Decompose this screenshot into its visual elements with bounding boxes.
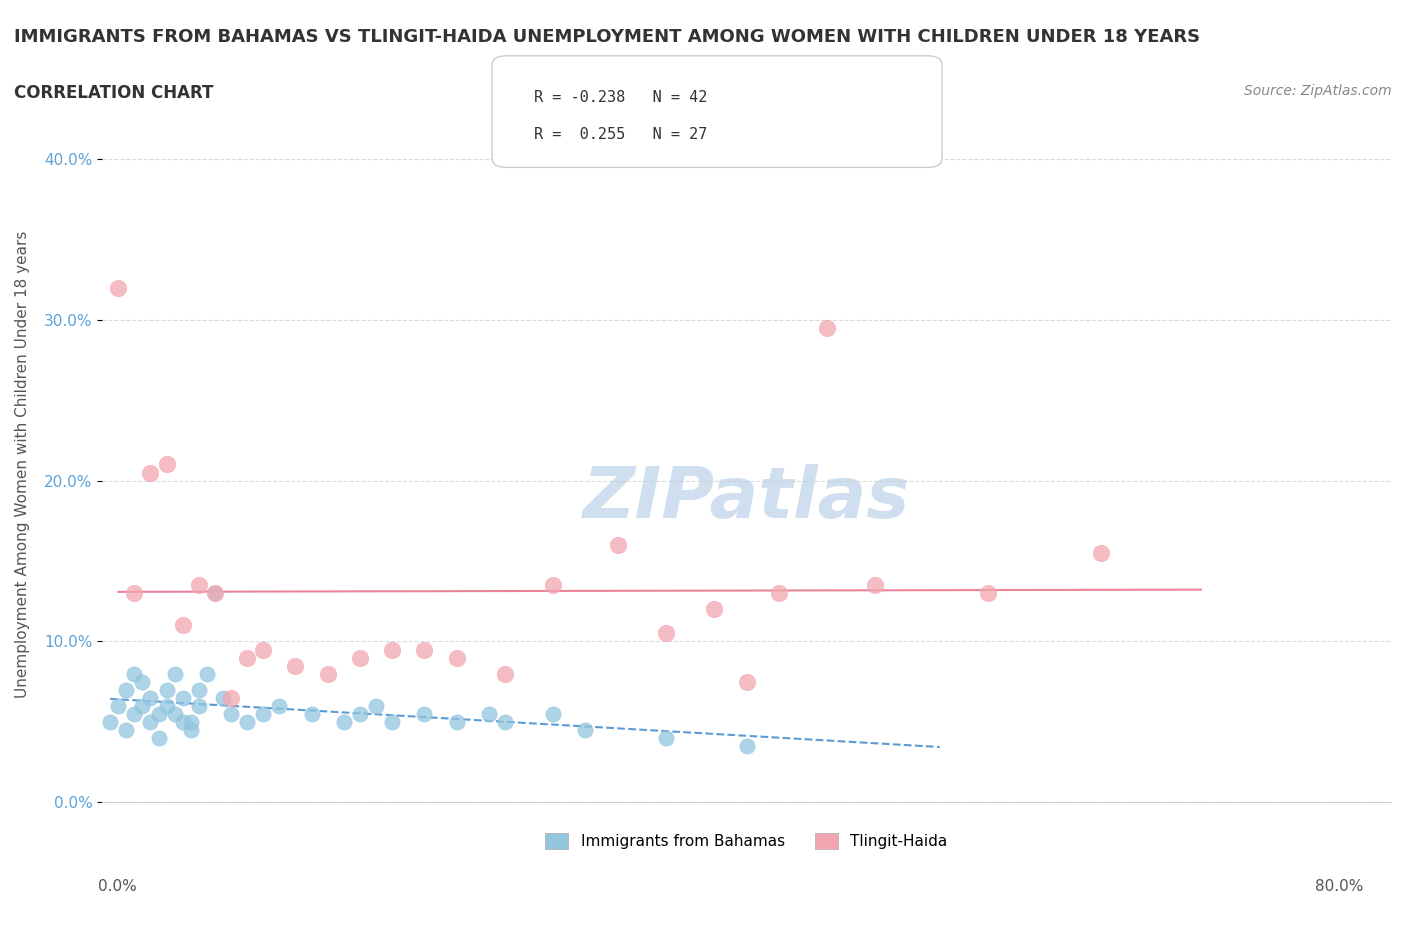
Immigrants from Bahamas — [541, 707, 564, 722]
Immigrants from Bahamas — [155, 683, 177, 698]
Immigrants from Bahamas — [180, 723, 202, 737]
Text: R = -0.238   N = 42: R = -0.238 N = 42 — [534, 90, 707, 105]
Immigrants from Bahamas — [148, 731, 170, 746]
Immigrants from Bahamas — [413, 707, 436, 722]
Immigrants from Bahamas — [364, 698, 387, 713]
Immigrants from Bahamas — [478, 707, 501, 722]
Immigrants from Bahamas — [163, 707, 186, 722]
Tlingit-Haida — [349, 650, 371, 665]
Immigrants from Bahamas — [574, 723, 596, 737]
Immigrants from Bahamas — [349, 707, 371, 722]
Immigrants from Bahamas — [381, 714, 404, 729]
Tlingit-Haida — [107, 280, 129, 295]
Tlingit-Haida — [155, 457, 177, 472]
Tlingit-Haida — [541, 578, 564, 592]
Immigrants from Bahamas — [115, 683, 138, 698]
Text: 80.0%: 80.0% — [1316, 879, 1364, 894]
Tlingit-Haida — [284, 658, 307, 673]
Immigrants from Bahamas — [269, 698, 291, 713]
Tlingit-Haida — [139, 465, 162, 480]
Tlingit-Haida — [172, 618, 194, 632]
Immigrants from Bahamas — [172, 690, 194, 705]
Immigrants from Bahamas — [139, 714, 162, 729]
Text: IMMIGRANTS FROM BAHAMAS VS TLINGIT-HAIDA UNEMPLOYMENT AMONG WOMEN WITH CHILDREN : IMMIGRANTS FROM BAHAMAS VS TLINGIT-HAIDA… — [14, 28, 1201, 46]
Tlingit-Haida — [977, 586, 1000, 601]
Immigrants from Bahamas — [301, 707, 323, 722]
Immigrants from Bahamas — [212, 690, 235, 705]
Immigrants from Bahamas — [163, 666, 186, 681]
Immigrants from Bahamas — [107, 698, 129, 713]
Tlingit-Haida — [703, 602, 725, 617]
Tlingit-Haida — [768, 586, 790, 601]
Tlingit-Haida — [236, 650, 259, 665]
Immigrants from Bahamas — [446, 714, 468, 729]
Immigrants from Bahamas — [195, 666, 218, 681]
Tlingit-Haida — [316, 666, 339, 681]
Immigrants from Bahamas — [98, 714, 121, 729]
Immigrants from Bahamas — [131, 674, 153, 689]
Tlingit-Haida — [655, 626, 678, 641]
Text: CORRELATION CHART: CORRELATION CHART — [14, 84, 214, 101]
Immigrants from Bahamas — [252, 707, 274, 722]
Tlingit-Haida — [204, 586, 226, 601]
Immigrants from Bahamas — [735, 738, 758, 753]
Immigrants from Bahamas — [115, 723, 138, 737]
Immigrants from Bahamas — [180, 714, 202, 729]
Immigrants from Bahamas — [155, 698, 177, 713]
Tlingit-Haida — [494, 666, 516, 681]
Immigrants from Bahamas — [187, 683, 209, 698]
Tlingit-Haida — [187, 578, 209, 592]
Tlingit-Haida — [815, 320, 838, 335]
Tlingit-Haida — [413, 642, 436, 657]
Tlingit-Haida — [381, 642, 404, 657]
Tlingit-Haida — [865, 578, 887, 592]
Text: 0.0%: 0.0% — [98, 879, 138, 894]
Immigrants from Bahamas — [148, 707, 170, 722]
Immigrants from Bahamas — [219, 707, 242, 722]
Y-axis label: Unemployment Among Women with Children Under 18 years: Unemployment Among Women with Children U… — [15, 231, 30, 698]
Immigrants from Bahamas — [172, 714, 194, 729]
Tlingit-Haida — [1090, 546, 1112, 561]
Tlingit-Haida — [124, 586, 146, 601]
Legend: Immigrants from Bahamas, Tlingit-Haida: Immigrants from Bahamas, Tlingit-Haida — [540, 828, 953, 856]
Tlingit-Haida — [252, 642, 274, 657]
Immigrants from Bahamas — [131, 698, 153, 713]
Text: ZIPatlas: ZIPatlas — [583, 464, 910, 533]
Tlingit-Haida — [606, 538, 628, 552]
Immigrants from Bahamas — [236, 714, 259, 729]
Text: Source: ZipAtlas.com: Source: ZipAtlas.com — [1244, 84, 1392, 98]
Immigrants from Bahamas — [124, 666, 146, 681]
Immigrants from Bahamas — [204, 586, 226, 601]
Immigrants from Bahamas — [139, 690, 162, 705]
Tlingit-Haida — [735, 674, 758, 689]
Immigrants from Bahamas — [187, 698, 209, 713]
Tlingit-Haida — [219, 690, 242, 705]
Immigrants from Bahamas — [494, 714, 516, 729]
Immigrants from Bahamas — [124, 707, 146, 722]
Text: R =  0.255   N = 27: R = 0.255 N = 27 — [534, 127, 707, 142]
Tlingit-Haida — [446, 650, 468, 665]
Immigrants from Bahamas — [655, 731, 678, 746]
Immigrants from Bahamas — [333, 714, 356, 729]
